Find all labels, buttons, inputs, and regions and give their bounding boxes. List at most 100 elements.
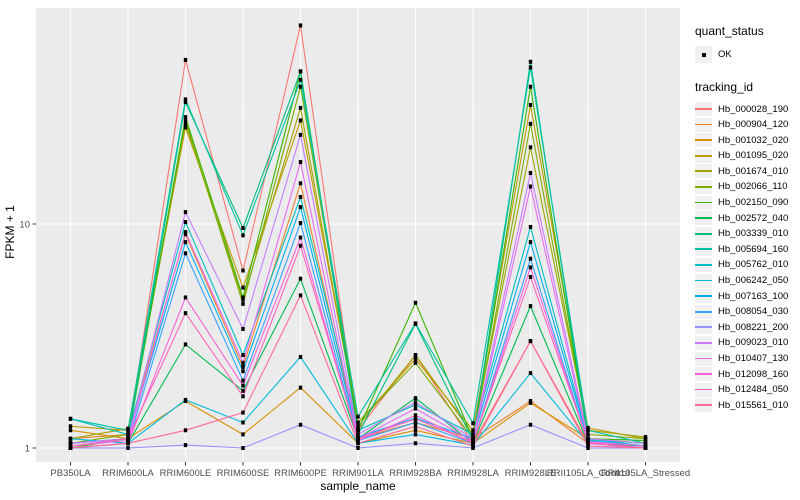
- legend-key-box: [695, 133, 712, 148]
- legend-key-box: [695, 351, 712, 366]
- legend-item-Hb_001032_020: Hb_001032_020: [695, 133, 799, 148]
- data-point: [413, 396, 418, 401]
- legend-item-label: Hb_009023_010: [718, 337, 789, 349]
- legend-item-label: Hb_001095_020: [718, 150, 789, 162]
- legend-item-ok: OK: [695, 46, 799, 63]
- data-point: [126, 441, 130, 446]
- legend-item-label: Hb_010407_130: [718, 353, 789, 364]
- data-point: [413, 360, 418, 365]
- x-tick-label: RRII105LA_Control: [547, 468, 629, 479]
- data-point: [298, 118, 303, 123]
- data-point: [183, 118, 188, 123]
- line-swatch-icon: [695, 170, 712, 173]
- data-point: [528, 121, 533, 126]
- data-point: [643, 438, 648, 443]
- data-point: [298, 132, 303, 137]
- data-point: [241, 410, 245, 415]
- data-point: [126, 436, 130, 441]
- legend-key-box: [695, 273, 712, 288]
- legend-key-box: [695, 335, 712, 350]
- line-swatch-icon: [695, 326, 712, 329]
- legend-item-label: Hb_012098_160: [718, 368, 789, 380]
- data-point: [298, 84, 303, 89]
- data-point: [413, 432, 418, 437]
- legend-item-Hb_008221_200: Hb_008221_200: [695, 320, 799, 335]
- data-point: [528, 170, 533, 175]
- data-point: [356, 420, 360, 425]
- data-point: [413, 402, 418, 407]
- legend-key-box: [695, 289, 712, 304]
- legend-title-quant-status: quant_status: [695, 24, 764, 38]
- data-point: [68, 424, 73, 429]
- data-point: [241, 268, 245, 273]
- data-point: [413, 413, 418, 418]
- legend-key-box: [695, 117, 712, 132]
- y-tick-label: 10: [19, 220, 30, 231]
- x-tick-label: RRIM928BA: [389, 468, 442, 479]
- data-point: [413, 400, 418, 405]
- data-point: [241, 301, 245, 306]
- data-point: [528, 84, 533, 89]
- data-point: [298, 385, 303, 390]
- line-swatch-icon: [695, 263, 712, 266]
- data-point: [356, 446, 360, 450]
- data-point: [241, 420, 245, 425]
- legend-key-box: [695, 102, 712, 116]
- data-point: [241, 225, 245, 230]
- data-point: [183, 100, 188, 105]
- legend-item-Hb_000028_190: Hb_000028_190: [695, 102, 799, 116]
- x-tick-label: RRIM928LE: [505, 468, 557, 479]
- y-tick-label: 1: [25, 444, 30, 455]
- data-point: [241, 353, 245, 358]
- data-point: [356, 414, 360, 419]
- data-point: [528, 274, 533, 279]
- data-point: [183, 230, 188, 235]
- data-point: [241, 364, 245, 369]
- data-point: [183, 443, 188, 448]
- data-point: [126, 446, 130, 450]
- x-tick-label: RRIM600LA: [102, 468, 154, 479]
- legend-item-Hb_010407_130: Hb_010407_130: [695, 351, 799, 366]
- data-point: [241, 383, 245, 388]
- data-point: [183, 428, 188, 433]
- data-point: [413, 406, 418, 411]
- data-point: [528, 304, 533, 309]
- legend-item-Hb_002572_040: Hb_002572_040: [695, 211, 799, 226]
- line-swatch-icon: [695, 201, 712, 204]
- data-point: [528, 59, 533, 64]
- data-point: [183, 240, 188, 245]
- line-swatch-icon: [695, 108, 712, 110]
- data-point: [298, 276, 303, 281]
- data-point: [68, 446, 73, 450]
- data-point: [586, 436, 590, 441]
- data-point: [413, 420, 418, 425]
- data-point: [241, 360, 245, 365]
- legend-key-box: [695, 226, 712, 241]
- legend-item-Hb_009023_010: Hb_009023_010: [695, 335, 799, 350]
- legend: quant_status OK tracking_id Hb_000028_19…: [695, 24, 799, 414]
- data-point: [413, 416, 418, 421]
- data-point: [298, 422, 303, 427]
- data-point: [183, 57, 188, 62]
- line-swatch-icon: [695, 185, 712, 188]
- legend-item-label: Hb_000904_120: [718, 119, 789, 131]
- line-swatch-icon: [695, 139, 712, 141]
- legend-item-Hb_012098_160: Hb_012098_160: [695, 367, 799, 382]
- data-point: [68, 428, 73, 433]
- data-point: [528, 65, 533, 70]
- data-point: [183, 397, 188, 402]
- data-point: [356, 441, 360, 446]
- data-point: [413, 356, 418, 361]
- data-point: [356, 432, 360, 437]
- legend-item-Hb_006242_050: Hb_006242_050: [695, 273, 799, 288]
- legend-item-label: Hb_002150_090: [718, 197, 789, 209]
- data-point: [528, 339, 533, 344]
- line-swatch-icon: [695, 373, 712, 375]
- legend-item-label: Hb_005762_010: [718, 259, 789, 271]
- data-point: [298, 205, 303, 210]
- data-point: [413, 353, 418, 358]
- legend-key-box: [695, 195, 712, 210]
- data-point: [241, 388, 245, 393]
- legend-item-Hb_000904_120: Hb_000904_120: [695, 117, 799, 132]
- legend-item-label: Hb_012484_050: [718, 384, 789, 396]
